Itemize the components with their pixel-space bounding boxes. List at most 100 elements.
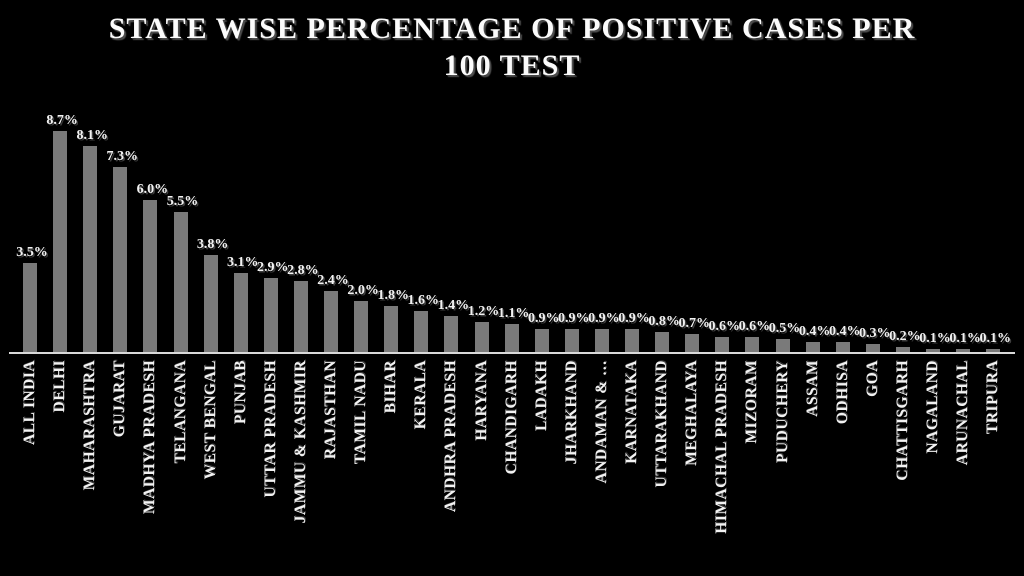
bar-value-label: 0.5% <box>768 321 801 337</box>
x-axis-label: UTTARAKHAND <box>653 360 671 488</box>
bar <box>263 278 278 352</box>
bar <box>745 336 760 352</box>
bar-value-label: 2.4% <box>317 273 349 289</box>
bar <box>444 316 459 352</box>
x-axis-label: RAJASTHAN <box>322 360 339 460</box>
bar-value-label: 7.3% <box>106 148 139 164</box>
bar <box>534 329 549 352</box>
x-axis-label: GOA <box>863 360 881 397</box>
bar <box>83 146 98 352</box>
bar <box>173 212 188 352</box>
bar-value-label: 1.1% <box>497 306 530 322</box>
x-axis-label: DELHI <box>51 360 69 413</box>
bar-value-label: 6.0% <box>136 181 169 197</box>
x-axis-label: PUDUCHERY <box>773 360 791 463</box>
bar-value-label: 1.6% <box>407 293 440 309</box>
bar-value-label: 3.8% <box>196 237 229 253</box>
bar-value-label: 3.1% <box>226 255 259 271</box>
bar <box>835 341 850 352</box>
bar-value-label: 0.3% <box>859 326 891 342</box>
x-axis-label: UTTAR PRADESH <box>261 360 279 498</box>
x-axis-label: TAMIL NADU <box>352 360 370 465</box>
bar-value-label: 2.8% <box>287 262 319 278</box>
bar-value-label: 8.7% <box>46 113 78 129</box>
bar <box>143 199 158 352</box>
bar-value-label: 0.4% <box>798 323 831 339</box>
bar <box>474 321 489 352</box>
bar-value-label: 8.1% <box>76 128 108 144</box>
x-axis-label: CHATTISGARH <box>893 360 911 481</box>
bar-value-label: 0.4% <box>828 323 861 339</box>
x-axis-label: ARUNACHAL <box>954 360 972 466</box>
x-axis-label: ODHISA <box>833 360 851 425</box>
x-axis-line <box>9 352 1015 354</box>
bar <box>986 349 1001 352</box>
bar <box>655 331 670 352</box>
bar-value-label: 0.7% <box>678 316 710 332</box>
bar <box>564 329 579 352</box>
bar-value-label: 0.6% <box>708 318 741 334</box>
chart-title-line-2: 100 TEST <box>443 49 581 82</box>
bar <box>805 341 820 352</box>
x-axis-label: HIMACHAL PRADESH <box>713 360 731 534</box>
bar <box>23 263 37 352</box>
bar-value-label: 3.5% <box>16 245 48 261</box>
bar-value-label: 1.8% <box>377 288 409 304</box>
bar-value-label: 0.9% <box>527 311 560 327</box>
x-axis-label: ALL INDIA <box>21 360 38 446</box>
bar <box>203 255 218 352</box>
x-axis-label: MAHARASHTRA <box>81 360 99 491</box>
x-axis-label: TELANGANA <box>171 360 189 464</box>
bar <box>354 301 369 352</box>
bar-value-label: 0.9% <box>558 311 590 327</box>
bar <box>865 344 880 352</box>
x-axis-label: MIZORAM <box>743 360 761 444</box>
bar <box>113 166 128 352</box>
x-axis-label: TRIPURA <box>984 360 1002 435</box>
bar-value-label: 1.4% <box>437 298 470 314</box>
bar <box>775 339 790 352</box>
bar <box>956 349 971 352</box>
bar <box>895 346 910 352</box>
x-axis-label: MADHYA PRADESH <box>141 360 159 515</box>
bar <box>504 324 519 352</box>
bar-value-label: 0.9% <box>588 311 620 327</box>
bar <box>926 349 940 352</box>
bar-value-label: 0.6% <box>738 318 771 334</box>
bar-value-label: 2.0% <box>347 283 379 299</box>
bar <box>293 280 308 352</box>
x-axis-label: BIHAR <box>382 360 400 414</box>
bar <box>233 273 248 352</box>
x-axis-label: GUJARAT <box>111 360 129 438</box>
bar <box>414 311 429 352</box>
x-axis-label: KERALA <box>412 360 430 430</box>
bar-value-label: 5.5% <box>166 194 199 210</box>
x-axis-label: PUNJAB <box>231 360 249 425</box>
bar <box>594 329 609 352</box>
x-axis-label: WEST BENGAL <box>201 360 219 480</box>
x-axis-label: LADAKH <box>532 360 550 432</box>
bar <box>715 336 730 352</box>
bar-value-label: 0.2% <box>889 328 921 344</box>
bar-value-label: 0.8% <box>648 313 680 329</box>
bar-value-label: 0.1% <box>979 331 1011 347</box>
bar <box>625 329 639 352</box>
chart-title-line-1: STATE WISE PERCENTAGE OF POSITIVE CASES … <box>108 12 916 45</box>
x-axis-label: CHANDIGARH <box>502 360 520 475</box>
bar <box>53 131 68 352</box>
bar <box>384 306 399 352</box>
bar <box>685 334 700 352</box>
bar-value-label: 0.1% <box>919 331 951 347</box>
x-axis-label: MEGHALAYA <box>683 360 701 466</box>
bar-value-label: 1.2% <box>467 303 500 319</box>
x-axis-label: KARNATAKA <box>623 360 640 464</box>
bar <box>324 291 338 352</box>
x-axis-label: ANDHRA PRADESH <box>442 360 460 513</box>
x-axis-label: ASSAM <box>803 360 821 417</box>
bar-value-label: 0.9% <box>618 311 650 327</box>
x-axis-label: JAMMU & KASHMIR <box>291 360 309 524</box>
bar-value-label: 0.1% <box>949 331 981 347</box>
x-axis-label: HARYANA <box>472 360 490 441</box>
